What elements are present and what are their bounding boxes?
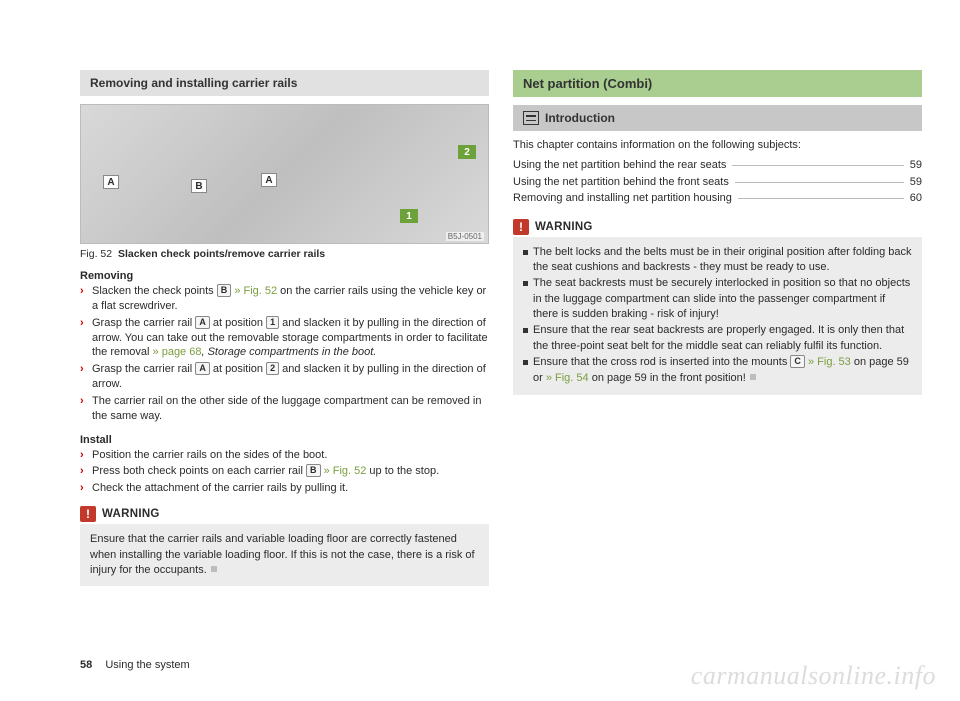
toc-leader xyxy=(735,182,904,183)
warning-header-right: ! WARNING xyxy=(513,219,922,235)
link-fig52: » Fig. 52 xyxy=(324,465,367,477)
link-fig52: » Fig. 52 xyxy=(234,285,277,297)
keycap-C: C xyxy=(790,355,805,368)
install-list: Position the carrier rails on the sides … xyxy=(80,448,489,497)
warning-label: WARNING xyxy=(102,508,160,520)
list-item: The carrier rail on the other side of th… xyxy=(80,394,489,424)
toc-leader xyxy=(738,198,904,199)
toc-label: Using the net partition behind the front… xyxy=(513,174,729,191)
figure-number: Fig. 52 xyxy=(80,248,112,260)
introduction-bar: Introduction xyxy=(513,105,922,131)
toc-page: 59 xyxy=(910,174,922,191)
list-item: Slacken the check points B » Fig. 52 on … xyxy=(80,284,489,314)
install-heading: Install xyxy=(80,434,489,446)
list-item: Position the carrier rails on the sides … xyxy=(80,448,489,463)
watermark: carmanualsonline.info xyxy=(691,661,936,691)
warning-item: Ensure that the rear seat backrests are … xyxy=(523,323,912,354)
warning-header-left: ! WARNING xyxy=(80,506,489,522)
toc-page: 59 xyxy=(910,157,922,174)
keycap-A: A xyxy=(195,316,210,329)
warning-item: Ensure that the cross rod is inserted in… xyxy=(523,355,912,386)
removing-heading: Removing xyxy=(80,270,489,282)
removing-list: Slacken the check points B » Fig. 52 on … xyxy=(80,284,489,424)
list-item: Check the attachment of the carrier rail… xyxy=(80,481,489,496)
book-icon xyxy=(523,111,539,125)
toc-row: Using the net partition behind the front… xyxy=(513,174,922,191)
figure-title: Slacken check points/remove carrier rail… xyxy=(118,248,325,260)
page-footer: 58 Using the system xyxy=(80,659,190,671)
warning-box-right: The belt locks and the belts must be in … xyxy=(513,237,922,396)
introduction-label: Introduction xyxy=(545,111,615,125)
toc-leader xyxy=(732,165,903,166)
fig-label-A-right: A xyxy=(261,173,277,187)
fig-arrow-2: 2 xyxy=(458,145,476,159)
keycap-2: 2 xyxy=(266,362,279,375)
toc-label: Removing and installing net partition ho… xyxy=(513,190,732,207)
warning-label: WARNING xyxy=(535,221,593,233)
keycap-A: A xyxy=(195,362,210,375)
link-fig53: » Fig. 53 xyxy=(808,356,851,368)
warning-icon: ! xyxy=(80,506,96,522)
list-item: Grasp the carrier rail A at position 1 a… xyxy=(80,316,489,361)
footer-section: Using the system xyxy=(105,659,189,671)
toc-page: 60 xyxy=(910,190,922,207)
fig-label-A-left: A xyxy=(103,175,119,189)
list-item: Grasp the carrier rail A at position 2 a… xyxy=(80,362,489,392)
figure-caption: Fig. 52 Slacken check points/remove carr… xyxy=(80,248,489,260)
fig-label-B: B xyxy=(191,179,207,193)
page-number: 58 xyxy=(80,659,92,671)
section-title-right: Net partition (Combi) xyxy=(513,70,922,97)
figure-52-image: A B A 1 2 B5J-0501 xyxy=(80,104,489,244)
keycap-B: B xyxy=(306,464,321,477)
end-marker xyxy=(211,566,217,572)
toc-row: Using the net partition behind the rear … xyxy=(513,157,922,174)
warning-item: The belt locks and the belts must be in … xyxy=(523,245,912,276)
toc-row: Removing and installing net partition ho… xyxy=(513,190,922,207)
figure-ref-code: B5J-0501 xyxy=(446,232,484,241)
warning-item: The seat backrests must be securely inte… xyxy=(523,276,912,322)
link-page68: » page 68 xyxy=(153,346,202,358)
warning-icon: ! xyxy=(513,219,529,235)
end-marker xyxy=(750,374,756,380)
keycap-B: B xyxy=(217,284,232,297)
intro-text: This chapter contains information on the… xyxy=(513,139,922,151)
section-title-left: Removing and installing carrier rails xyxy=(80,70,489,96)
list-item: Press both check points on each carrier … xyxy=(80,464,489,479)
toc: Using the net partition behind the rear … xyxy=(513,157,922,207)
keycap-1: 1 xyxy=(266,316,279,329)
toc-label: Using the net partition behind the rear … xyxy=(513,157,726,174)
warning-box-left: Ensure that the carrier rails and variab… xyxy=(80,524,489,586)
fig-arrow-1: 1 xyxy=(400,209,418,223)
link-fig54: » Fig. 54 xyxy=(546,372,589,384)
